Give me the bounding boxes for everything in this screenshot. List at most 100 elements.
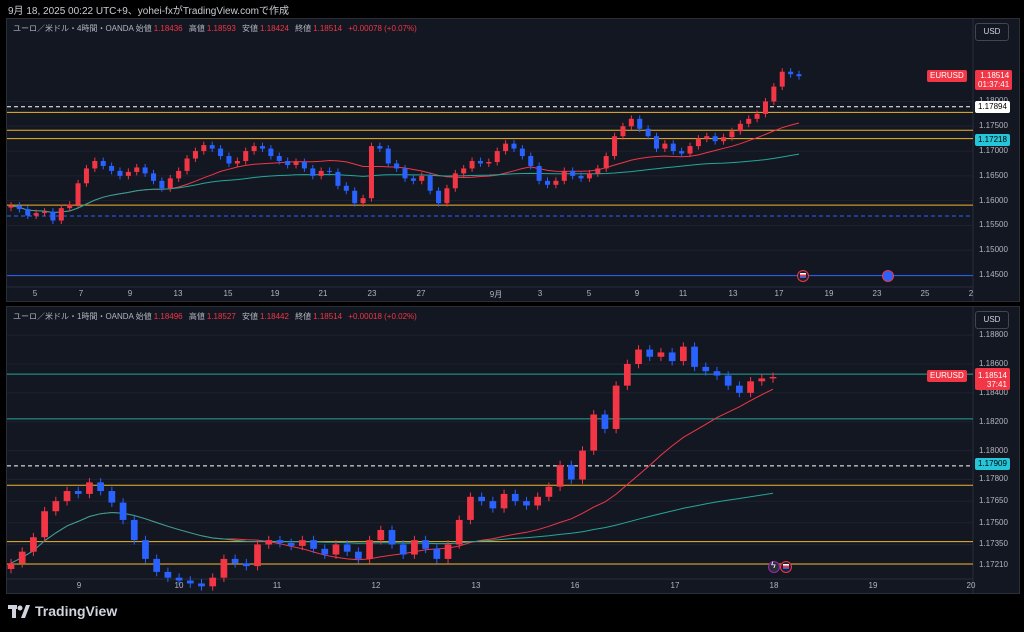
candle-body: [142, 540, 149, 559]
candle-body: [653, 136, 660, 149]
candle-body: [670, 143, 676, 152]
candle-body: [125, 171, 131, 176]
candle-body: [679, 346, 687, 362]
candle-body: [310, 540, 317, 549]
candle-body: [511, 493, 519, 502]
candle-body: [779, 71, 785, 87]
candle-body: [52, 501, 60, 512]
candle-body: [545, 486, 553, 497]
x-tick-label: 10: [174, 581, 184, 590]
candle-body: [612, 136, 618, 157]
candle-body: [321, 548, 329, 555]
change-value: +0.00078 (+0.07%): [348, 24, 417, 33]
chart-panel-1h[interactable]: ユーロ／米ドル・1時間・OANDA 始値 1.18496 高値 1.18527 安値…: [6, 306, 1020, 594]
candle-body: [679, 151, 685, 154]
x-tick-label: 19: [868, 581, 878, 590]
candle-body: [771, 86, 777, 102]
globe-event-icon[interactable]: [882, 270, 894, 282]
price-tag-value: 1.18514: [978, 371, 1007, 381]
low-value: 1.18424: [260, 24, 289, 33]
candle-body: [486, 161, 492, 164]
y-tick-label: 1.15000: [979, 245, 1008, 255]
x-tick-label: 9: [127, 289, 133, 298]
candle-body: [254, 544, 261, 567]
candle-body: [117, 170, 123, 176]
x-tick-label: 9: [634, 289, 640, 298]
y-tick-label: 1.18000: [979, 445, 1008, 455]
y-tick-label: 1.15500: [979, 220, 1008, 230]
candle-body: [25, 209, 31, 216]
lightning-event-icon[interactable]: [768, 560, 780, 573]
candle-body: [108, 491, 116, 503]
x-tick-label: 13: [728, 289, 738, 298]
bar-countdown: 37:41: [986, 380, 1007, 390]
y-tick-label: 1.17210: [979, 559, 1008, 569]
candle-body: [186, 580, 194, 584]
currency-button[interactable]: USD: [975, 23, 1009, 41]
candle-body: [86, 482, 93, 494]
chart-panel-4h[interactable]: ユーロ／米ドル・4時間・OANDA 始値 1.18436 高値 1.18593 安値…: [6, 18, 1020, 302]
us-flag-event-icon[interactable]: [780, 561, 792, 573]
candle-body: [612, 385, 620, 429]
candle-body: [567, 465, 575, 480]
candle-body: [729, 131, 735, 138]
y-tick-label: 1.17000: [979, 146, 1008, 156]
candle-body: [523, 501, 530, 506]
candle-body: [637, 118, 643, 129]
brand-name: TradingView: [35, 603, 118, 619]
price-tag-value: 1.18514: [980, 70, 1010, 80]
candle-body: [601, 414, 609, 429]
candle-body: [704, 136, 710, 139]
candle-body: [41, 511, 48, 538]
candle-body: [327, 170, 333, 172]
candle-body: [561, 170, 567, 181]
x-tick-label: 2: [968, 289, 974, 298]
candle-body: [662, 143, 668, 149]
candle-body: [100, 161, 106, 166]
candle-body: [377, 530, 385, 541]
candle-body: [377, 146, 383, 149]
change-value: +0.00018 (+0.02%): [348, 312, 417, 321]
candle-body: [422, 540, 429, 549]
candle-body: [33, 213, 39, 216]
price-tag: 1.17909: [975, 457, 1010, 470]
candle-body: [366, 540, 373, 559]
x-tick-label: 11: [678, 289, 688, 298]
candle-body: [192, 151, 198, 159]
chart-1h-canvas[interactable]: [7, 307, 1019, 593]
us-flag-event-icon[interactable]: [797, 270, 809, 282]
high-label: 高値: [188, 312, 205, 321]
chart-caption: 9月 18, 2025 00:22 UTC+9、yohei-fxがTrading…: [8, 6, 289, 17]
candle-body: [198, 583, 205, 587]
x-tick-label: 21: [318, 289, 328, 298]
candle-body: [355, 551, 362, 559]
x-tick-label: 15: [223, 289, 233, 298]
candle-body: [645, 128, 651, 137]
chart-4h-canvas[interactable]: [7, 19, 1019, 301]
candle-body: [97, 482, 105, 492]
price-tag: 1.18514 37:41: [975, 370, 1010, 391]
candle-body: [209, 145, 215, 149]
candle-body: [556, 465, 564, 487]
y-tick-label: 1.17350: [979, 539, 1008, 549]
candle-body: [503, 143, 509, 152]
candle-body: [42, 211, 48, 214]
candle-body: [218, 148, 224, 157]
x-tick-label: 25: [920, 289, 930, 298]
y-tick-label: 1.18400: [979, 387, 1008, 397]
y-tick-label: 1.18200: [979, 416, 1008, 426]
candle-body: [553, 180, 559, 185]
tradingview-logo[interactable]: TradingView: [8, 603, 117, 619]
currency-button[interactable]: USD: [975, 311, 1009, 329]
candle-body: [287, 543, 295, 546]
candle-body: [318, 170, 324, 176]
candle-body: [724, 375, 732, 386]
y-tick-label: 1.16500: [979, 170, 1008, 180]
candle-body: [92, 161, 98, 169]
candle-body: [657, 352, 665, 357]
y-tick-label: 1.17500: [979, 121, 1008, 131]
candle-body: [209, 577, 217, 587]
candle-body: [50, 211, 56, 221]
candle-body: [243, 151, 249, 161]
y-tick-label: 1.18800: [979, 330, 1008, 340]
